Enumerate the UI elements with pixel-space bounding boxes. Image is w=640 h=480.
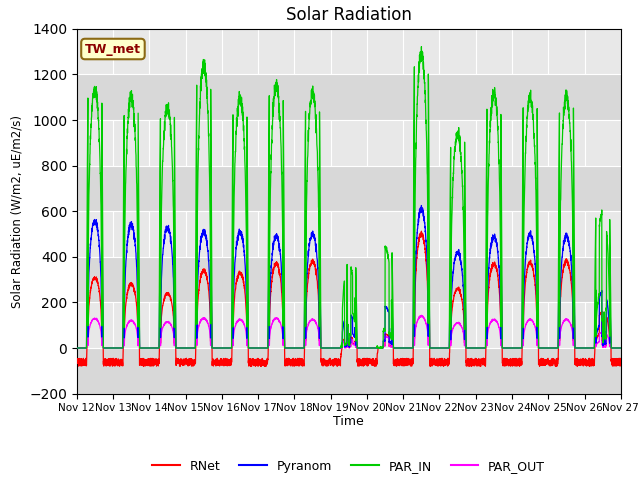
PAR_OUT: [417, 312, 425, 318]
PAR_IN: [441, 345, 449, 351]
PAR_OUT: [617, 345, 625, 351]
Pyranom: [171, 239, 179, 244]
RNet: [441, 360, 449, 366]
Legend: RNet, Pyranom, PAR_IN, PAR_OUT: RNet, Pyranom, PAR_IN, PAR_OUT: [147, 455, 550, 478]
RNet: [254, 363, 262, 369]
PAR_IN: [73, 345, 81, 351]
RNet: [171, 297, 179, 302]
PAR_IN: [616, 345, 624, 351]
PAR_IN: [471, 345, 479, 351]
Pyranom: [471, 345, 479, 351]
PAR_OUT: [73, 345, 81, 351]
RNet: [616, 362, 624, 368]
PAR_IN: [171, 132, 179, 138]
PAR_OUT: [502, 345, 509, 351]
PAR_OUT: [171, 322, 179, 328]
Pyranom: [328, 345, 336, 351]
Line: PAR_OUT: PAR_OUT: [77, 315, 621, 348]
PAR_OUT: [616, 345, 624, 351]
Y-axis label: Solar Radiation (W/m2, uE/m2/s): Solar Radiation (W/m2, uE/m2/s): [11, 115, 24, 308]
Title: Solar Radiation: Solar Radiation: [286, 6, 412, 24]
RNet: [617, 358, 625, 364]
Line: RNet: RNet: [77, 231, 621, 366]
RNet: [73, 359, 81, 365]
Pyranom: [73, 345, 81, 351]
Bar: [77, 348, 621, 394]
RNet: [471, 359, 479, 365]
Bar: [77, 74, 621, 120]
RNet: [417, 228, 425, 234]
Bar: [77, 257, 621, 302]
Pyranom: [417, 203, 425, 208]
Pyranom: [441, 345, 449, 351]
Text: TW_met: TW_met: [85, 43, 141, 56]
PAR_OUT: [328, 345, 336, 351]
RNet: [329, 360, 337, 366]
PAR_IN: [328, 345, 336, 351]
PAR_OUT: [441, 345, 449, 351]
PAR_IN: [417, 44, 425, 49]
Line: Pyranom: Pyranom: [77, 205, 621, 348]
Pyranom: [616, 345, 624, 351]
RNet: [502, 360, 509, 365]
PAR_IN: [617, 345, 625, 351]
PAR_OUT: [471, 345, 479, 351]
PAR_IN: [502, 345, 509, 351]
X-axis label: Time: Time: [333, 415, 364, 428]
Pyranom: [617, 345, 625, 351]
Line: PAR_IN: PAR_IN: [77, 47, 621, 348]
Bar: [77, 166, 621, 211]
Pyranom: [502, 345, 509, 351]
